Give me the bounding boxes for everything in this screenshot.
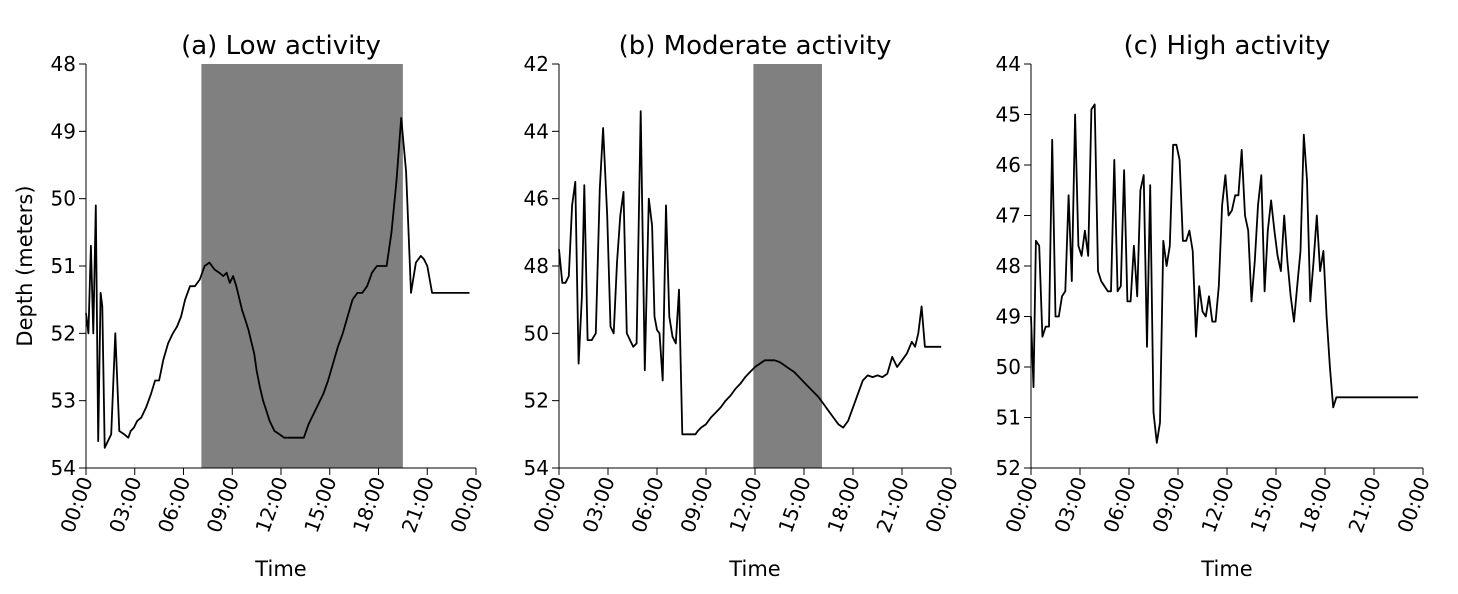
y-tick-label: 46 [996, 153, 1021, 177]
x-tick-label: 18:00 [822, 474, 864, 536]
x-tick-label: 21:00 [1343, 474, 1385, 536]
x-tick-label: 15:00 [299, 474, 341, 536]
y-tick-label: 45 [996, 103, 1021, 127]
x-tick-label: 09:00 [202, 474, 244, 536]
chart-title: (c) High activity [1124, 31, 1331, 61]
x-tick-label: 12:00 [250, 474, 292, 536]
x-tick-label: 18:00 [1294, 474, 1336, 536]
x-tick-label: 06:00 [153, 474, 195, 536]
x-tick-label: 03:00 [104, 474, 146, 536]
x-tick-label: 00:00 [1392, 474, 1434, 536]
y-tick-label: 51 [51, 254, 76, 278]
y-tick-label: 48 [524, 254, 549, 278]
x-tick-label: 09:00 [1147, 474, 1189, 536]
x-tick-label: 21:00 [871, 474, 913, 536]
y-tick-label: 52 [996, 456, 1021, 480]
chart-title: (a) Low activity [181, 31, 381, 61]
y-tick-label: 48 [996, 254, 1021, 278]
x-tick-label: 15:00 [773, 474, 815, 536]
x-tick-label: 03:00 [1049, 474, 1091, 536]
y-tick-label: 52 [524, 389, 549, 413]
y-tick-label: 42 [524, 52, 549, 76]
shaded-period [753, 64, 822, 468]
x-tick-label: 00:00 [55, 474, 97, 536]
y-axis-label: Depth (meters) [13, 185, 37, 346]
y-tick-label: 47 [996, 204, 1021, 228]
x-axis-label: Time [1200, 557, 1252, 581]
y-tick-label: 52 [51, 321, 76, 345]
x-tick-label: 03:00 [577, 474, 619, 536]
y-tick-label: 49 [51, 119, 76, 143]
y-tick-label: 51 [996, 406, 1021, 430]
x-tick-label: 18:00 [348, 474, 390, 536]
x-tick-label: 21:00 [397, 474, 439, 536]
y-tick-label: 44 [996, 52, 1021, 76]
y-tick-label: 46 [524, 187, 549, 211]
y-tick-label: 50 [524, 321, 549, 345]
y-tick-label: 44 [524, 119, 549, 143]
shaded-period [201, 64, 403, 468]
y-tick-label: 54 [524, 456, 549, 480]
y-tick-label: 48 [51, 52, 76, 76]
y-tick-label: 53 [51, 389, 76, 413]
y-tick-label: 50 [51, 187, 76, 211]
x-tick-label: 09:00 [675, 474, 717, 536]
y-tick-label: 50 [996, 355, 1021, 379]
depth-series-line [558, 110, 942, 436]
x-tick-label: 12:00 [1196, 474, 1238, 536]
x-tick-label: 06:00 [1098, 474, 1140, 536]
x-tick-label: 12:00 [724, 474, 766, 536]
x-tick-label: 00:00 [1000, 474, 1042, 536]
x-tick-label: 15:00 [1245, 474, 1287, 536]
x-axis-label: Time [728, 557, 780, 581]
depth-series-line [1030, 103, 1419, 444]
x-tick-label: 00:00 [920, 474, 962, 536]
x-tick-label: 00:00 [528, 474, 570, 536]
depth-series-line [85, 117, 470, 449]
x-axis-label: Time [254, 557, 306, 581]
y-tick-label: 54 [51, 456, 76, 480]
chart-title: (b) Moderate activity [619, 31, 892, 61]
y-tick-label: 49 [996, 305, 1021, 329]
x-tick-label: 00:00 [445, 474, 487, 536]
x-tick-label: 06:00 [626, 474, 668, 536]
